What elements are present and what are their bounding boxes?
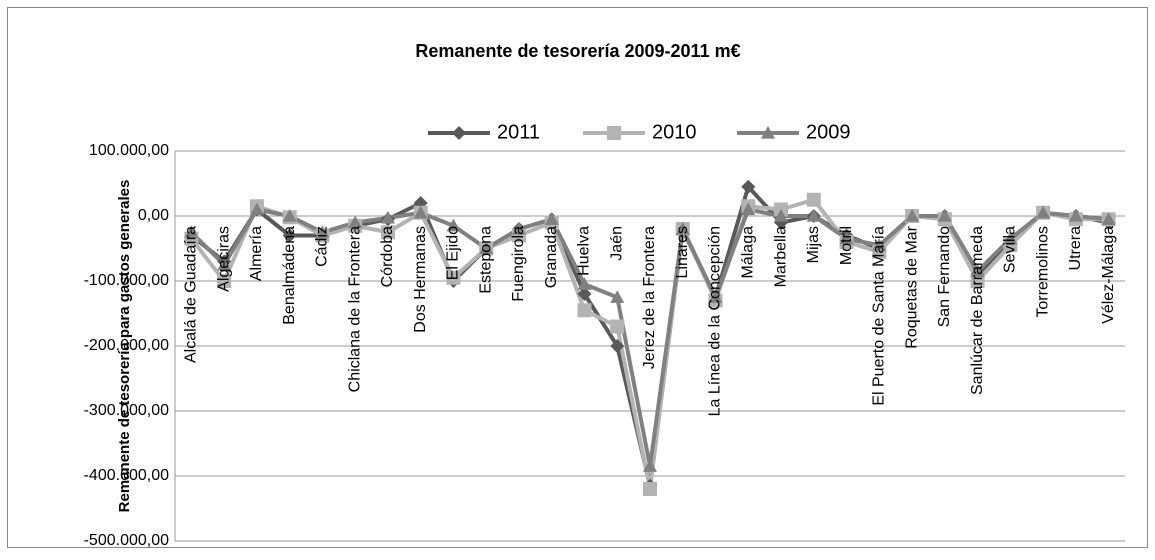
x-tick-label: Linares <box>674 226 691 278</box>
data-point <box>577 303 592 318</box>
data-point <box>937 209 952 222</box>
data-point <box>643 482 657 496</box>
x-tick-label: Granada <box>543 226 560 288</box>
data-point <box>348 215 363 229</box>
data-point <box>806 192 821 207</box>
data-point <box>741 179 756 194</box>
data-point <box>774 209 789 222</box>
data-point <box>643 459 657 472</box>
x-tick-label: Alcalá de Guadaíra <box>183 226 200 363</box>
x-tick-label: Fuengirola <box>510 226 527 302</box>
data-point <box>970 274 985 288</box>
x-tick-label: Algeciras <box>215 226 232 292</box>
data-point <box>1068 209 1083 222</box>
y-tick-label: 0,00 <box>138 207 169 224</box>
data-point <box>610 319 625 334</box>
x-tick-label: Jerez de la Frontera <box>641 226 658 369</box>
data-point <box>1101 212 1116 225</box>
legend-label: 2011 <box>497 121 540 143</box>
y-tick-label: 100.000,00 <box>89 142 169 159</box>
x-tick-label: Torremolinos <box>1034 226 1051 318</box>
data-point <box>610 290 625 303</box>
data-point <box>217 274 232 288</box>
x-tick-label: Málaga <box>739 226 756 279</box>
data-point <box>315 225 330 238</box>
y-tick-label: -500.000,00 <box>84 532 170 549</box>
legend-marker <box>761 126 775 139</box>
x-tick-label: San Fernando <box>936 226 953 328</box>
x-tick-label: Almería <box>248 226 265 281</box>
y-tick-label: -300.000,00 <box>84 402 170 419</box>
x-tick-label: Huelva <box>576 226 593 276</box>
data-point <box>413 205 428 219</box>
data-point <box>708 290 723 303</box>
data-point <box>380 225 395 240</box>
data-point <box>184 225 199 238</box>
data-point <box>741 202 756 216</box>
legend-marker <box>607 126 621 140</box>
legend-marker <box>452 126 466 140</box>
y-axis-title: Remanente de tesorería para gastos gener… <box>116 180 133 513</box>
data-point <box>1003 231 1018 245</box>
x-tick-label: Roquetas de Mar <box>903 225 920 348</box>
data-point <box>806 209 821 222</box>
x-tick-label: Utrera <box>1067 226 1084 271</box>
y-tick-label: -200.000,00 <box>84 337 170 354</box>
legend-label: 2010 <box>652 121 697 143</box>
x-tick-label: La Línea de la Concepción <box>707 226 724 416</box>
x-tick-label: Estepona <box>477 226 494 294</box>
x-tick-label: Motril <box>838 226 855 265</box>
x-tick-label: Córdoba <box>379 226 396 287</box>
data-point <box>839 231 854 245</box>
x-tick-label: Chiclana de la Frontera <box>346 226 363 392</box>
chart-title: Remanente de tesorería 2009-2011 m€ <box>415 41 740 61</box>
data-point <box>872 238 887 251</box>
x-tick-label: Sevilla <box>1002 226 1019 273</box>
data-point <box>577 287 592 301</box>
data-point <box>905 209 920 222</box>
data-point <box>380 210 395 224</box>
data-point <box>282 228 297 243</box>
x-tick-label: Dos Hermanas <box>412 226 429 333</box>
data-point <box>1036 205 1051 219</box>
x-tick-label: Benalmádena <box>281 226 298 325</box>
y-tick-label: -100.000,00 <box>84 272 170 289</box>
data-point <box>282 209 297 222</box>
data-point <box>249 202 264 216</box>
x-tick-label: Cádiz <box>314 226 331 267</box>
x-tick-label: Sanlúcar de Barrameda <box>969 226 986 395</box>
y-tick-label: -400.000,00 <box>84 467 170 484</box>
data-point <box>577 277 592 290</box>
data-point <box>610 339 625 353</box>
data-point <box>446 270 461 285</box>
x-tick-label: Vélez-Málaga <box>1100 226 1117 324</box>
data-point <box>675 222 690 235</box>
x-tick-label: Mijas <box>805 226 822 263</box>
data-point <box>446 218 461 232</box>
data-point <box>511 222 526 235</box>
x-tick-label: Jaén <box>608 226 625 261</box>
data-point <box>479 241 494 255</box>
data-point <box>217 257 232 271</box>
x-tick-label: Marbella <box>772 226 789 287</box>
x-tick-label: El Puerto de Santa María <box>871 226 888 406</box>
legend-label: 2009 <box>806 121 851 143</box>
data-point <box>970 264 985 277</box>
x-tick-label: El Ejido <box>445 226 462 280</box>
data-point <box>544 212 559 225</box>
